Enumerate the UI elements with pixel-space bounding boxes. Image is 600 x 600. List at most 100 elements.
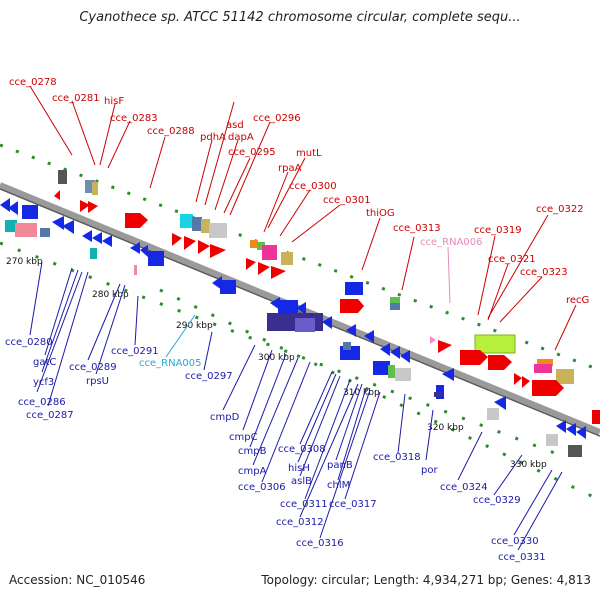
gene-block[interactable]: [556, 369, 574, 384]
gene-arrow[interactable]: [322, 316, 332, 329]
gene-label[interactable]: thiOG: [366, 208, 395, 219]
gene-label[interactable]: por: [421, 465, 438, 476]
gene-label[interactable]: cce_0286: [18, 397, 66, 408]
gene-label[interactable]: cce_0319: [474, 225, 522, 236]
gene-block[interactable]: [388, 365, 395, 378]
gene-block[interactable]: [592, 410, 600, 424]
gene-arrow[interactable]: [92, 232, 102, 244]
gene-arrow[interactable]: [212, 276, 222, 290]
gene-label[interactable]: cce_0283: [110, 113, 158, 124]
gene-arrow[interactable]: [52, 216, 64, 230]
gene-arrow[interactable]: [566, 423, 576, 436]
gene-arrow[interactable]: [270, 297, 280, 310]
gene-block[interactable]: [40, 228, 50, 237]
gene-label[interactable]: aslB: [291, 476, 312, 487]
gene-block[interactable]: [90, 248, 97, 259]
gene-block[interactable]: [201, 219, 210, 233]
gene-arrow[interactable]: [430, 336, 436, 344]
gene-arrow[interactable]: [125, 213, 148, 228]
gene-arrow[interactable]: [340, 299, 364, 313]
gene-arrow[interactable]: [210, 244, 226, 258]
gene-label[interactable]: cmpB: [238, 446, 267, 457]
gene-arrow[interactable]: [442, 368, 454, 381]
gene-block[interactable]: [5, 220, 17, 232]
gene-block[interactable]: [534, 364, 552, 373]
gene-label[interactable]: cce_0321: [488, 254, 536, 265]
gene-label[interactable]: cce_0280: [5, 337, 53, 348]
gene-label[interactable]: cce_0301: [323, 195, 371, 206]
gene-label[interactable]: cce_0297: [185, 371, 233, 382]
gene-block[interactable]: [180, 214, 193, 228]
gene-label[interactable]: ycf3: [33, 377, 54, 388]
gene-label[interactable]: cce_RNA005: [139, 358, 202, 369]
gene-block[interactable]: [281, 252, 293, 265]
gene-label[interactable]: cce_0316: [296, 538, 344, 549]
gene-block[interactable]: [257, 242, 265, 250]
gene-label[interactable]: cce_0331: [498, 552, 546, 563]
gene-block[interactable]: [220, 280, 236, 294]
gene-block[interactable]: [474, 334, 516, 354]
gene-arrow[interactable]: [400, 350, 410, 363]
gene-label[interactable]: cce_0324: [440, 482, 488, 493]
gene-label[interactable]: rpsU: [86, 376, 109, 387]
gene-label[interactable]: asd: [226, 120, 244, 131]
gene-label[interactable]: cce_0330: [491, 536, 539, 547]
gene-block[interactable]: [345, 282, 363, 295]
gene-label[interactable]: cce_0312: [276, 517, 324, 528]
gene-arrow[interactable]: [82, 230, 92, 242]
gene-block[interactable]: [395, 368, 411, 381]
gene-label[interactable]: rpaA: [278, 163, 302, 174]
gene-label[interactable]: cce_0289: [69, 362, 117, 373]
gene-label[interactable]: cce_0313: [393, 223, 441, 234]
gene-block[interactable]: [568, 445, 582, 457]
gene-arrow[interactable]: [271, 266, 286, 279]
gene-label[interactable]: panB: [327, 460, 353, 471]
gene-arrow[interactable]: [494, 396, 506, 410]
gene-label[interactable]: hisH: [288, 463, 310, 474]
gene-block[interactable]: [487, 408, 499, 420]
gene-label[interactable]: cce_0278: [9, 77, 57, 88]
gene-arrow[interactable]: [198, 240, 210, 254]
gene-block[interactable]: [192, 217, 202, 231]
gene-arrow[interactable]: [88, 201, 98, 213]
gene-arrow[interactable]: [54, 190, 60, 200]
gene-arrow[interactable]: [488, 355, 512, 370]
gene-label[interactable]: cce_0291: [111, 346, 159, 357]
gene-block[interactable]: [343, 342, 351, 350]
gene-label[interactable]: cce_0329: [473, 495, 521, 506]
gene-label[interactable]: cce_0322: [536, 204, 584, 215]
gene-label[interactable]: cce_0296: [253, 113, 301, 124]
gene-block[interactable]: [134, 265, 137, 275]
gene-arrow[interactable]: [184, 236, 196, 250]
gene-label[interactable]: hisF: [104, 96, 124, 107]
gene-label[interactable]: recG: [566, 295, 589, 306]
gene-label[interactable]: cce_0295: [228, 147, 276, 158]
gene-label[interactable]: cce_0300: [289, 181, 337, 192]
gene-arrow[interactable]: [8, 201, 18, 215]
gene-label[interactable]: gatC: [33, 357, 56, 368]
gene-label[interactable]: cmpC: [229, 432, 258, 443]
gene-label[interactable]: mutL: [296, 148, 322, 159]
gene-block[interactable]: [85, 180, 95, 193]
gene-arrow[interactable]: [390, 346, 400, 359]
gene-label[interactable]: cce_0308: [278, 444, 326, 455]
gene-block[interactable]: [262, 245, 277, 260]
gene-label[interactable]: cce_0281: [52, 93, 100, 104]
gene-arrow[interactable]: [380, 343, 390, 356]
gene-label[interactable]: pdhA: [200, 132, 226, 143]
gene-arrow[interactable]: [130, 242, 140, 254]
gene-block[interactable]: [58, 170, 67, 184]
gene-arrow[interactable]: [246, 258, 256, 270]
gene-arrow[interactable]: [296, 302, 306, 315]
gene-block[interactable]: [148, 251, 164, 266]
gene-label[interactable]: cmpD: [210, 412, 240, 423]
gene-arrow[interactable]: [576, 426, 586, 439]
gene-block[interactable]: [295, 318, 315, 332]
gene-label[interactable]: cce_0317: [329, 499, 377, 510]
gene-arrow[interactable]: [102, 235, 112, 247]
gene-arrow[interactable]: [172, 233, 182, 246]
gene-label[interactable]: cce_0288: [147, 126, 195, 137]
gene-block[interactable]: [250, 240, 258, 248]
gene-arrow[interactable]: [556, 420, 566, 433]
